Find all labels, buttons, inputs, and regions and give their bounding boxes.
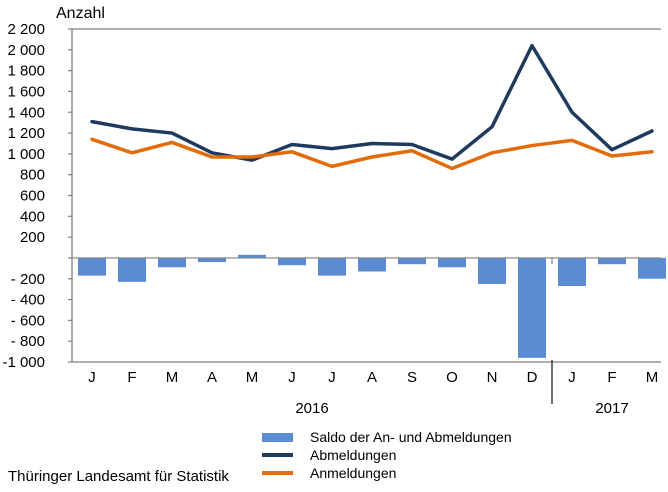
saldo-bar-14 [638,257,666,279]
month-label-5: J [288,369,296,386]
y-tick-label-6: 1 000 [7,146,45,163]
month-label-1: F [127,369,136,386]
saldo-bar-10 [478,257,506,284]
legend: Saldo der An- und Abmeldungen Abmeldunge… [262,428,512,482]
y-tick-label-15: - 800 [11,333,45,350]
month-label-14: M [646,369,659,386]
saldo-bar-1 [118,257,146,282]
month-label-10: N [487,369,498,386]
month-label-6: J [328,369,336,386]
y-tick-label-5: 1 200 [7,125,45,142]
month-label-9: O [446,369,458,386]
y-tick-label-7: 800 [20,167,45,184]
y-tick-label-12: - 200 [11,271,45,288]
legend-label-abmeldungen: Abmeldungen [310,447,397,463]
source-attribution: Thüringer Landesamt für Statistik [8,468,229,485]
abmeldungen-swatch-icon [262,453,293,457]
y-tick-label-1: 2 000 [7,42,45,59]
y-tick-label-8: 600 [20,188,45,205]
y-tick-label-14: - 600 [11,312,45,329]
month-label-11: D [527,369,538,386]
legend-item-abmeldungen: Abmeldungen [262,446,512,464]
saldo-bar-8 [398,257,426,265]
line-series-1 [90,137,654,171]
legend-label-saldo: Saldo der An- und Abmeldungen [310,429,512,445]
y-tick-label-2: 1 800 [7,63,45,80]
saldo-bar-9 [438,257,466,268]
month-label-3: A [207,369,217,386]
saldo-bar-0 [78,257,106,276]
month-label-8: S [407,369,417,386]
y-tick-label-3: 1 600 [7,83,45,100]
line-series-0 [90,43,654,162]
legend-line-swatch-navy [262,453,293,457]
y-tick-label-4: 1 400 [7,104,45,121]
legend-bar-swatch [262,432,293,442]
month-label-7: A [367,369,377,386]
saldo-bar-13 [598,257,626,265]
saldo-bar-11 [518,257,546,358]
legend-label-anmeldungen: Anmeldungen [310,465,397,481]
month-label-4: M [246,369,259,386]
saldo-bar-7 [358,257,386,272]
month-label-2: M [166,369,179,386]
legend-item-anmeldungen: Anmeldungen [262,464,512,482]
y-axis-title: Anzahl [56,5,105,22]
year-label-2017: 2017 [595,400,628,417]
y-tick-label-10: 200 [20,229,45,246]
y-tick-label-9: 400 [20,208,45,225]
saldo-swatch-icon [262,432,293,442]
saldo-bar-4 [238,254,266,258]
month-label-12: J [568,369,576,386]
saldo-bar-12 [558,257,586,287]
saldo-bar-3 [198,257,226,263]
saldo-bar-2 [158,257,186,268]
y-tick-label-0: 2 200 [7,21,45,38]
year-label-2016: 2016 [295,400,328,417]
month-label-13: F [607,369,616,386]
anmeldungen-swatch-icon [262,471,293,475]
saldo-bar-6 [318,257,346,276]
legend-item-saldo: Saldo der An- und Abmeldungen [262,428,512,446]
month-label-0: J [88,369,96,386]
legend-line-swatch-orange [262,471,293,475]
y-tick-label-16: -1 000 [2,354,45,371]
saldo-bar-5 [278,257,306,266]
y-tick-label-13: - 400 [11,292,45,309]
